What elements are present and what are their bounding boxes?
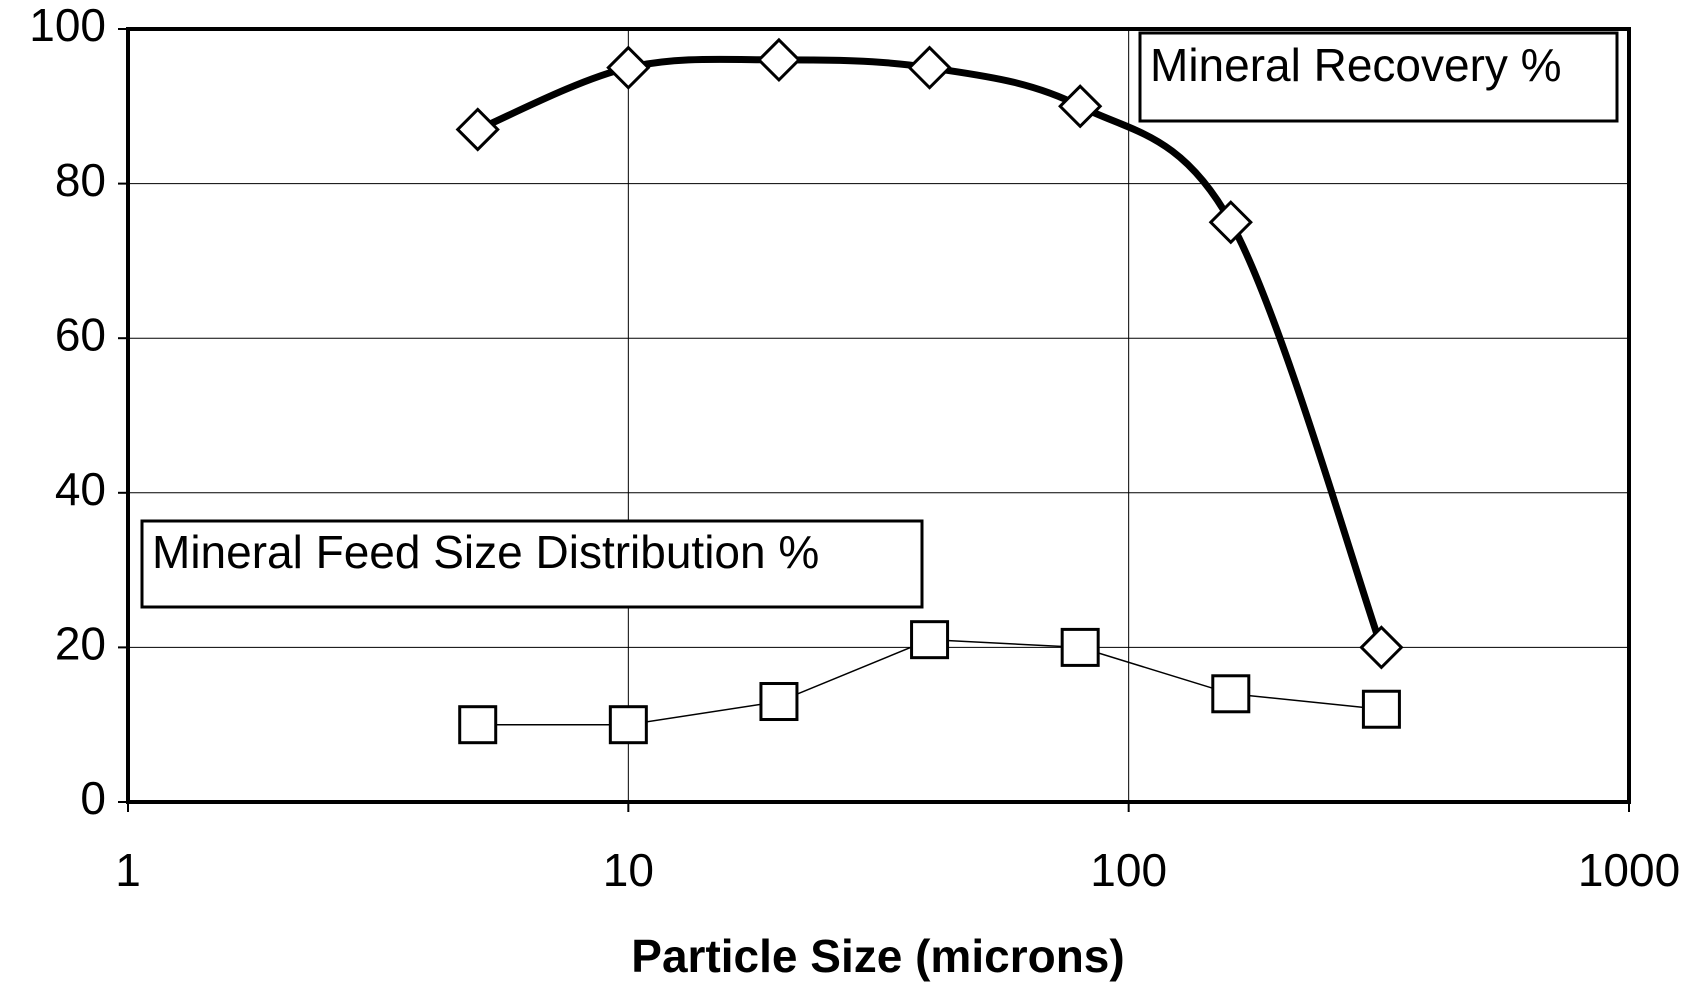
series-label: Mineral Feed Size Distribution % [152,526,819,578]
plot-frame [126,27,1631,804]
series-label-box [1138,31,1619,123]
marker [756,37,802,83]
x-tick-label: 100 [1090,844,1167,896]
marker [1060,627,1100,667]
x-tick-label: 1 [115,844,141,896]
marker [1359,625,1404,670]
y-tick-label: 20 [55,618,106,670]
y-tick-label: 80 [55,154,106,206]
marker [1361,689,1401,729]
marker [1211,674,1251,714]
marker [608,705,648,745]
series-label: Mineral Recovery % [1150,39,1562,91]
x-tick-label: 10 [603,844,654,896]
x-tick-label: 1000 [1578,844,1680,896]
marker [458,705,498,745]
y-tick-label: 0 [80,772,106,824]
marker [606,45,651,90]
marker [1058,84,1103,129]
marker [1208,200,1253,245]
y-tick-label: 60 [55,308,106,360]
marker [907,45,952,90]
marker [759,682,799,722]
marker [455,107,500,152]
x-axis-title: Particle Size (microns) [631,930,1124,982]
y-tick-label: 100 [29,0,106,51]
y-tick-label: 40 [55,463,106,515]
series-label-box [140,519,924,609]
marker [910,620,950,660]
